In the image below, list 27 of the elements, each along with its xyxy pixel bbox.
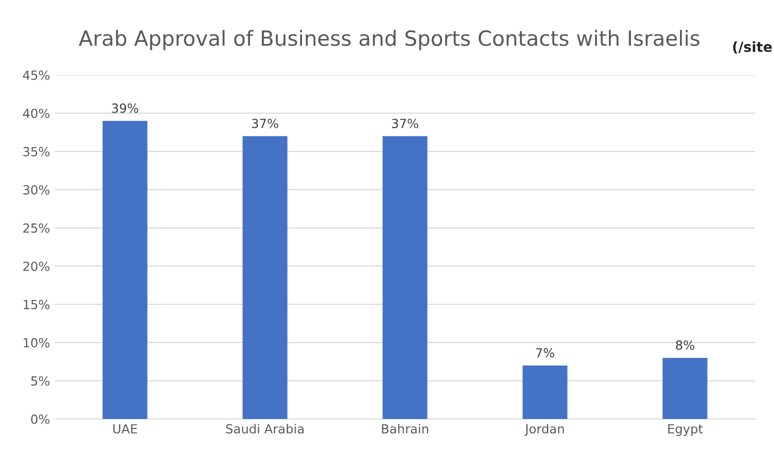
bar bbox=[382, 136, 428, 419]
y-tick-label: 25% bbox=[23, 223, 50, 233]
y-tick-label: 30% bbox=[23, 185, 50, 195]
data-label: 8% bbox=[676, 340, 694, 350]
y-tick-label: 0% bbox=[31, 414, 50, 424]
y-tick-label: 40% bbox=[22, 108, 50, 118]
bar bbox=[522, 365, 568, 419]
y-tick-label: 35% bbox=[23, 146, 50, 156]
text: (/site bbox=[733, 41, 772, 54]
chart-title: Arab Approval of Business and Sports Contacts with Israelis bbox=[78, 30, 700, 50]
bar bbox=[662, 358, 708, 419]
x-tick-label: Saudi Arabia bbox=[226, 424, 304, 434]
y-tick-label: 45% bbox=[22, 70, 50, 80]
y-tick-label: 5% bbox=[31, 376, 50, 386]
y-tick-label: 15% bbox=[24, 300, 50, 310]
data-label: 37% bbox=[392, 118, 418, 128]
x-tick-label: Egypt bbox=[668, 424, 703, 436]
x-tick-label: UAE bbox=[113, 424, 137, 434]
y-tick-label: 20% bbox=[23, 262, 50, 272]
data-label: 7% bbox=[536, 348, 554, 358]
data-label: 37% bbox=[252, 118, 278, 128]
data-label: 39% bbox=[112, 103, 138, 113]
bar bbox=[102, 120, 148, 419]
y-tick-label: 10% bbox=[24, 338, 50, 348]
bar bbox=[242, 136, 288, 419]
x-tick-label: Bahrain bbox=[382, 424, 428, 434]
x-tick-label: Jordan bbox=[524, 424, 564, 436]
